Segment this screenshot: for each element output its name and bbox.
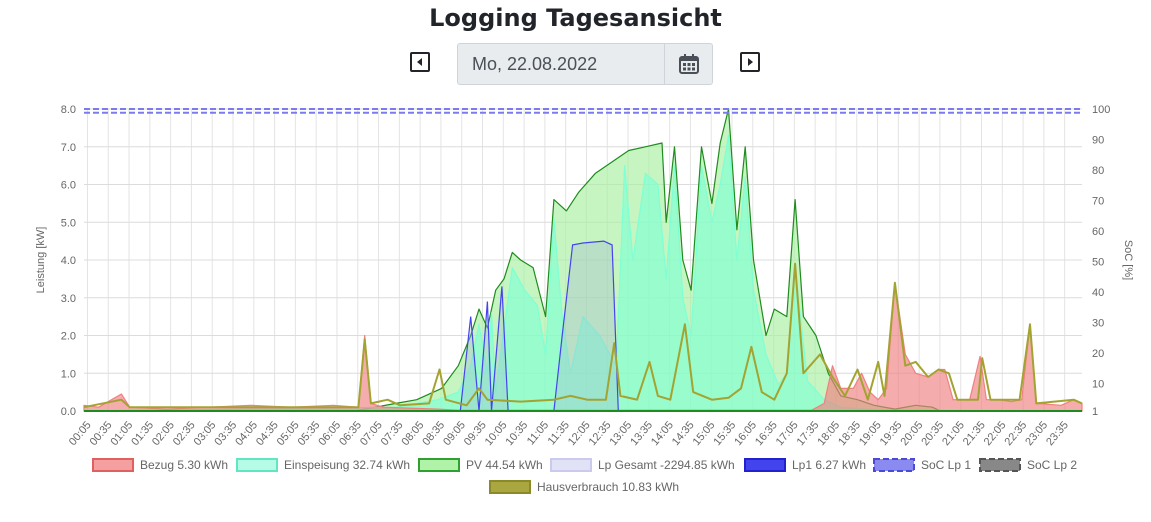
y-tick-label-left: 4.0 xyxy=(61,255,76,267)
y-tick-label-left: 6.0 xyxy=(61,180,76,192)
legend-swatch xyxy=(979,458,1021,472)
x-tick-label: 18:35 xyxy=(836,419,863,448)
y-tick-label-right: 70 xyxy=(1092,196,1104,208)
legend-label: SoC Lp 1 xyxy=(921,458,971,472)
x-tick-label: 02:05 xyxy=(150,419,177,448)
x-tick-label: 11:05 xyxy=(525,419,551,447)
x-tick-label: 23:05 xyxy=(1023,419,1050,448)
x-tick-label: 09:05 xyxy=(441,419,468,448)
calendar-button[interactable] xyxy=(666,44,712,84)
y-tick-label-left: 8.0 xyxy=(61,104,76,116)
y-tick-label-right: 60 xyxy=(1092,226,1104,238)
x-tick-label: 04:35 xyxy=(254,419,281,448)
x-tick-label: 15:35 xyxy=(711,419,738,448)
date-input[interactable]: Mo, 22.08.2022 xyxy=(458,44,665,84)
date-picker: Mo, 22.08.2022 xyxy=(457,43,713,85)
legend-label: Lp Gesamt -2294.85 kWh xyxy=(598,458,735,472)
legend-swatch xyxy=(550,458,592,472)
x-tick-label: 20:05 xyxy=(899,419,926,448)
x-tick-label: 13:35 xyxy=(628,419,655,448)
x-tick-label: 15:05 xyxy=(691,419,718,448)
x-tick-label: 19:05 xyxy=(857,419,884,448)
x-tick-label: 01:35 xyxy=(129,419,156,448)
series-line-hausverbrauch xyxy=(83,262,1083,409)
legend-swatch xyxy=(92,458,134,472)
y-tick-label-left: 3.0 xyxy=(61,293,76,305)
y-tick-label-left: 5.0 xyxy=(61,217,76,229)
x-tick-label: 14:05 xyxy=(649,419,676,448)
x-tick-label: 06:05 xyxy=(316,419,343,448)
x-tick-label: 01:05 xyxy=(108,419,135,448)
caret-left-icon xyxy=(417,58,422,66)
next-day-button[interactable] xyxy=(740,52,760,72)
y-tick-label-right: 50 xyxy=(1092,257,1104,269)
legend-label: Einspeisung 32.74 kWh xyxy=(284,458,410,472)
x-tick-label: 05:35 xyxy=(296,419,323,448)
x-tick-label: 18:05 xyxy=(815,419,842,448)
y-tick-label-right: 10 xyxy=(1092,379,1104,391)
x-tick-label: 07:05 xyxy=(358,419,385,448)
x-tick-label: 10:05 xyxy=(483,419,510,448)
x-tick-label: 04:05 xyxy=(233,419,260,448)
x-tick-label: 23:35 xyxy=(1044,419,1071,448)
x-tick-label: 14:35 xyxy=(670,419,697,448)
y-tick-label-right: 90 xyxy=(1092,135,1104,147)
x-tick-label: 17:35 xyxy=(795,419,822,448)
y-axis-label-right: SoC [%] xyxy=(1122,240,1134,280)
x-tick-label: 10:35 xyxy=(503,419,530,448)
x-tick-label: 03:05 xyxy=(192,419,219,448)
legend-label: Bezug 5.30 kWh xyxy=(140,458,228,472)
x-tick-label: 07:35 xyxy=(379,419,406,448)
x-tick-label: 12:35 xyxy=(587,419,614,448)
y-axis-label-left: Leistung [kW] xyxy=(35,227,47,294)
legend-swatch xyxy=(489,480,531,494)
y-tick-label-right: 30 xyxy=(1092,318,1104,330)
x-tick-label: 22:35 xyxy=(1002,419,1029,448)
x-tick-label: 12:05 xyxy=(566,419,593,448)
legend-label: Hausverbrauch 10.83 kWh xyxy=(537,480,679,494)
x-tick-label: 05:05 xyxy=(275,419,302,448)
power-chart: 0.0 1.0 2.0 3.0 4.0 5.0 6.0 7.0 8.0 1 10 20 30 40 50 60… xyxy=(35,104,1134,494)
page-title: Logging Tagesansicht xyxy=(429,4,722,32)
y-tick-label-left: 0.0 xyxy=(61,406,76,418)
x-tick-label: 00:35 xyxy=(88,419,115,448)
x-tick-label: 21:05 xyxy=(940,419,967,448)
x-tick-label: 16:05 xyxy=(732,419,759,448)
x-tick-label: 17:05 xyxy=(774,419,801,448)
y-tick-label-left: 2.0 xyxy=(61,331,76,343)
x-tick-label: 13:05 xyxy=(607,419,634,448)
x-tick-label: 20:35 xyxy=(919,419,946,448)
legend-swatch xyxy=(744,458,786,472)
x-tick-label: 02:35 xyxy=(171,419,198,448)
legend-swatch xyxy=(873,458,915,472)
x-tick-label: 08:05 xyxy=(400,419,427,448)
caret-right-icon xyxy=(748,58,753,66)
legend-label: Lp1 6.27 kWh xyxy=(792,458,866,472)
y-tick-label-right: 80 xyxy=(1092,165,1104,177)
x-tick-label: 00:05 xyxy=(67,419,94,448)
x-tick-label: 21:35 xyxy=(961,419,988,448)
legend-swatch xyxy=(236,458,278,472)
x-tick-label: 16:35 xyxy=(753,419,780,448)
x-tick-label: 03:35 xyxy=(212,419,239,448)
y-tick-label-right: 40 xyxy=(1092,287,1104,299)
y-tick-label-left: 1.0 xyxy=(61,368,76,380)
x-tick-label: 09:35 xyxy=(462,419,489,448)
y-tick-label-left: 7.0 xyxy=(61,142,76,154)
previous-day-button[interactable] xyxy=(410,52,430,72)
legend-label: PV 44.54 kWh xyxy=(466,458,543,472)
calendar-icon xyxy=(679,54,699,74)
y-tick-label-right: 100 xyxy=(1092,104,1110,116)
y-tick-label-right: 1 xyxy=(1092,406,1098,418)
legend-label: SoC Lp 2 xyxy=(1027,458,1077,472)
y-tick-label-right: 20 xyxy=(1092,348,1104,360)
x-tick-label: 08:35 xyxy=(420,419,447,448)
x-tick-label: 06:35 xyxy=(337,419,364,448)
x-tick-label: 22:05 xyxy=(982,419,1009,448)
legend-swatch xyxy=(418,458,460,472)
x-tick-label: 19:35 xyxy=(878,419,905,448)
